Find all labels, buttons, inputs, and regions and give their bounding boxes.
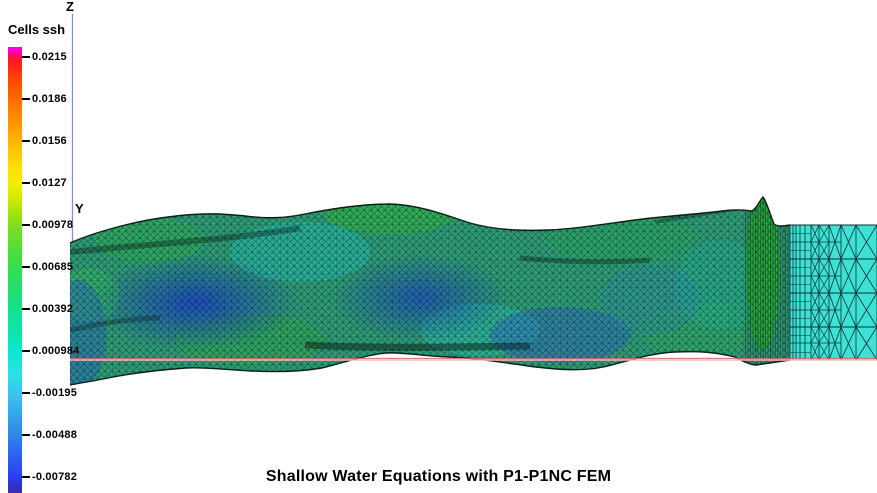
colorbar-tick-label: -0.00782 [32, 471, 78, 483]
colorbar-tick: 0.000984 [22, 344, 79, 358]
colorbar-tick-label: 0.00978 [32, 219, 74, 231]
colorbar-tick: -0.00782 [22, 470, 77, 484]
plot-title: Shallow Water Equations with P1-P1NC FEM [265, 468, 612, 485]
tick-mark [22, 224, 30, 226]
colorbar-tick-label: -0.00488 [32, 429, 78, 441]
tick-mark [22, 476, 30, 478]
legend-title: Cells ssh [8, 22, 66, 37]
colorbar-tick: 0.00392 [22, 302, 73, 316]
colorbar-tick: -0.00195 [22, 386, 77, 400]
colorbar-tick-label: 0.0127 [32, 177, 67, 189]
colorbar-tick: 0.0156 [22, 134, 67, 148]
colorbar-tick-label: 0.0156 [32, 135, 67, 147]
colorbar-tick-label: 0.000984 [32, 345, 80, 357]
colorbar-tick: 0.00978 [22, 218, 73, 232]
tick-mark [22, 392, 30, 394]
tick-mark [22, 350, 30, 352]
colorbar-tick-label: 0.00392 [32, 303, 74, 315]
colorbar-tick-label: 0.0186 [32, 93, 67, 105]
colorbar-tick-label: 0.00685 [32, 261, 74, 273]
tick-mark [22, 434, 30, 436]
tick-mark [22, 140, 30, 142]
y-axis-label: Y [75, 201, 84, 216]
legend: Cells ssh 0.0215 0.0186 0.0156 0.0127 0.0097… [0, 0, 130, 493]
z-axis-label: Z [66, 0, 74, 14]
colorbar-tick: 0.0215 [22, 50, 67, 64]
mesh-bottom-silhouette [69, 350, 791, 386]
tick-mark [22, 98, 30, 100]
tick-mark [22, 182, 30, 184]
colorbar-tick: -0.00488 [22, 428, 77, 442]
tick-mark [22, 266, 30, 268]
mesh-top-silhouette [69, 196, 791, 244]
colorbar-tick: 0.00685 [22, 260, 73, 274]
coarse-mesh-grid [789, 224, 877, 361]
colorbar-tick: 0.0186 [22, 92, 67, 106]
colorbar-tick-label: -0.00195 [32, 387, 78, 399]
colorbar-tick: 0.0127 [22, 176, 67, 190]
tick-mark [22, 56, 30, 58]
mesh-surface [69, 196, 877, 386]
colorbar [8, 47, 22, 493]
colorbar-tick-label: 0.0215 [32, 51, 67, 63]
tick-mark [22, 308, 30, 310]
